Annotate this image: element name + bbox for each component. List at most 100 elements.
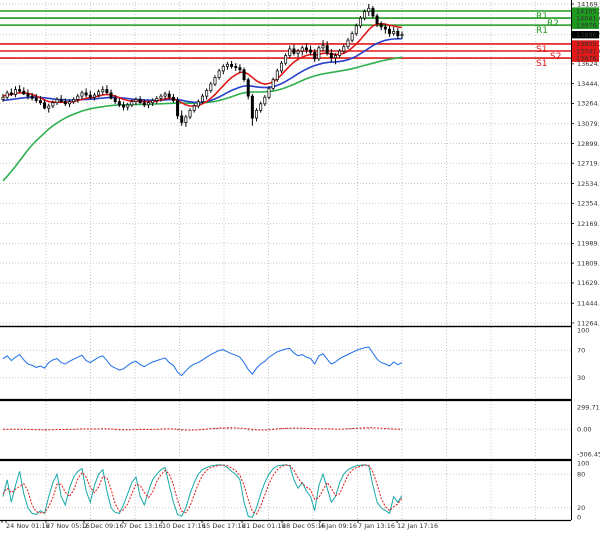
candle-29[interactable] (117, 98, 121, 108)
candles[interactable] (1, 4, 404, 127)
candle-38[interactable] (155, 96, 159, 104)
candle-57[interactable] (234, 63, 238, 71)
candle-30[interactable] (122, 101, 126, 111)
candle-71[interactable] (292, 44, 296, 56)
candle-15[interactable] (59, 95, 63, 103)
candle-45[interactable] (184, 114, 188, 127)
candle-44[interactable] (180, 110, 184, 126)
candle-69[interactable] (284, 53, 288, 66)
candle-93[interactable] (383, 23, 387, 34)
candle-63[interactable] (259, 101, 263, 113)
candle-68[interactable] (279, 60, 283, 74)
candle-5[interactable] (18, 85, 22, 93)
candle-1[interactable] (1, 93, 5, 102)
candle-87[interactable] (358, 15, 362, 29)
candle-6[interactable] (22, 87, 26, 96)
candle-66[interactable] (271, 77, 275, 91)
candle-13[interactable] (51, 100, 55, 109)
candle-48[interactable] (196, 99, 200, 109)
candle-78[interactable] (321, 40, 325, 52)
candle-73[interactable] (300, 45, 304, 56)
candle-40[interactable] (163, 91, 167, 100)
candle-53[interactable] (217, 68, 221, 80)
candle-56[interactable] (230, 60, 234, 69)
candle-31[interactable] (126, 102, 130, 111)
candle-74[interactable] (304, 43, 308, 54)
candle-97[interactable] (400, 31, 404, 40)
candle-62[interactable] (255, 108, 259, 122)
candle-51[interactable] (209, 81, 213, 93)
candle-46[interactable] (188, 108, 192, 120)
candle-41[interactable] (167, 90, 171, 100)
candle-94[interactable] (388, 25, 392, 37)
candle-22[interactable] (88, 90, 92, 100)
candle-39[interactable] (159, 93, 163, 102)
candle-50[interactable] (205, 88, 209, 100)
candle-20[interactable] (80, 90, 84, 100)
candle-16[interactable] (63, 98, 67, 107)
candle-37[interactable] (151, 98, 155, 107)
candle-26[interactable] (105, 85, 109, 94)
candle-61[interactable] (250, 93, 254, 126)
candle-55[interactable] (225, 62, 229, 70)
candle-32[interactable] (130, 99, 134, 108)
candle-11[interactable] (43, 99, 47, 110)
candle-60[interactable] (246, 77, 250, 100)
candle-70[interactable] (288, 45, 292, 58)
candle-59[interactable] (242, 67, 246, 82)
candle-58[interactable] (238, 64, 242, 74)
candle-65[interactable] (267, 86, 271, 100)
candle-12[interactable] (47, 103, 51, 113)
candle-64[interactable] (263, 95, 267, 107)
candle-34[interactable] (138, 96, 142, 104)
candle-27[interactable] (109, 89, 113, 100)
candle-85[interactable] (350, 31, 354, 43)
candle-9[interactable] (34, 93, 38, 103)
candle-24[interactable] (97, 89, 101, 98)
candle-17[interactable] (68, 99, 71, 108)
candle-7[interactable] (26, 89, 30, 100)
candle-76[interactable] (313, 48, 317, 63)
candle-75[interactable] (309, 45, 313, 56)
candle-25[interactable] (101, 86, 105, 96)
candle-72[interactable] (296, 48, 300, 58)
candle-3[interactable] (9, 88, 13, 97)
candle-18[interactable] (72, 97, 76, 104)
candle-23[interactable] (92, 92, 96, 101)
candle-92[interactable] (379, 21, 383, 31)
candle-42[interactable] (171, 93, 175, 103)
candle-49[interactable] (201, 93, 204, 104)
candle-90[interactable] (371, 6, 375, 19)
candle-86[interactable] (354, 23, 358, 36)
candle-10[interactable] (38, 96, 42, 105)
candle-52[interactable] (213, 75, 217, 87)
candle-43[interactable] (176, 97, 180, 120)
candle-47[interactable] (192, 103, 196, 113)
candle-89[interactable] (367, 4, 371, 16)
candle-14[interactable] (55, 97, 59, 105)
candle-21[interactable] (84, 88, 88, 98)
candle-54[interactable] (221, 64, 225, 75)
candle-80[interactable] (329, 48, 333, 63)
candle-19[interactable] (76, 93, 80, 103)
candle-67[interactable] (275, 68, 279, 82)
candle-8[interactable] (30, 92, 34, 101)
candle-77[interactable] (317, 45, 321, 61)
candle-82[interactable] (338, 48, 342, 58)
candle-2[interactable] (5, 90, 9, 100)
candle-35[interactable] (142, 99, 146, 108)
candle-84[interactable] (346, 37, 350, 49)
candle-36[interactable] (146, 100, 150, 109)
candle-91[interactable] (375, 13, 379, 27)
candle-88[interactable] (363, 9, 367, 21)
candle-95[interactable] (392, 26, 396, 36)
rsi-tick-label-3: 30 (577, 374, 585, 382)
candle-81[interactable] (334, 53, 337, 65)
candle-28[interactable] (113, 95, 117, 104)
candle-33[interactable] (134, 97, 138, 105)
candle-96[interactable] (396, 28, 400, 40)
candle-4[interactable] (13, 86, 17, 98)
candle-83[interactable] (342, 44, 346, 54)
candle-79[interactable] (325, 41, 329, 56)
